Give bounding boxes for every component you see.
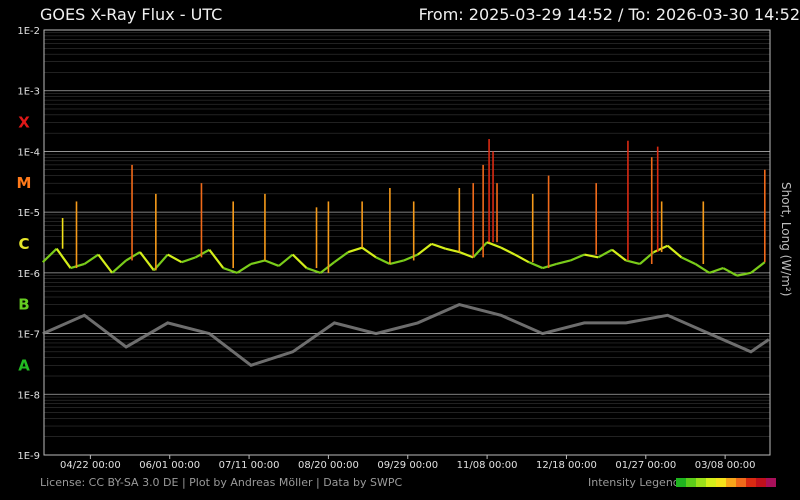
legend-swatch [736,478,746,487]
y-tick-label: 1E-6 [17,269,40,280]
flare-class-labels: A B C M X [17,113,32,374]
series-long-segment [306,267,321,274]
series-long-segment [97,253,114,274]
series-long-segment [278,253,294,267]
series-long-segment [458,251,474,259]
series-long-segment [167,253,183,264]
series-long-segment [333,251,349,264]
series-long-segment [431,242,446,250]
series-long-segment [542,262,557,270]
x-tick-label: 11/08 00:00 [457,460,518,471]
series-long-segment [403,253,419,262]
series-long-segment [722,267,738,277]
legend-swatch [716,478,726,487]
plot-frame [43,29,771,456]
series-long-segment [139,251,155,272]
series-long-segment [70,262,85,270]
class-label-M: M [17,174,32,192]
series-long-segment [111,259,127,274]
axis-ticks: 1E-9 1E-8 1E-7 1E-6 1E-5 1E-4 1E-3 1E-2 04/22 00… [17,26,755,471]
series-long-segment [222,267,238,274]
series-long-segment [181,256,196,264]
series-long-segment [347,246,363,254]
series-long-segment [472,241,488,259]
series-long-segment [445,247,460,254]
series-long-segment [556,259,571,266]
series-long-segment [514,253,530,264]
x-tick-label: 12/18 00:00 [536,460,597,471]
series-long-segment [653,244,669,254]
y-tick-label: 1E-3 [17,87,40,98]
x-tick-label: 04/22 00:00 [60,460,121,471]
series-long-segment [750,261,766,274]
x-tick-label: 01/27 00:00 [615,460,676,471]
y-tick-label: 1E-2 [17,26,40,37]
series-long-segment [736,271,752,277]
y-tick-label: 1E-7 [17,330,40,341]
legend-swatch [686,478,696,487]
legend-swatch [706,478,716,487]
series-long-segment [42,247,58,263]
series-long-segment [375,256,391,265]
series-long-segment [55,248,72,269]
series-short [42,303,770,367]
series-long-segment [528,261,544,270]
class-label-X: X [18,113,30,131]
legend-swatch [746,478,756,487]
series-long-segment [486,241,502,249]
plot-area [42,29,771,456]
series-long-segment [694,263,710,274]
series-long-segment [389,259,405,266]
legend-swatch [726,478,736,487]
series-long-segment [125,251,141,262]
x-tick-label: 03/08 00:00 [695,460,756,471]
legend-swatch [696,478,706,487]
series-long-segment [319,261,336,274]
series-long-segment [194,248,210,259]
series-long-segment [611,248,627,262]
x-tick-label: 07/11 00:00 [219,460,280,471]
series-long-segment [681,256,696,265]
legend-swatch [676,478,686,487]
series-long-segment [83,253,99,265]
class-label-A: A [18,356,30,374]
class-label-C: C [18,235,29,253]
footer-license: License: CC BY-SA 3.0 DE | Plot by Andre… [40,476,402,489]
x-tick-label: 08/20 00:00 [298,460,359,471]
series-long-segment [264,259,280,267]
intensity-legend [676,478,776,487]
y-tick-label: 1E-4 [17,147,40,158]
series-long-segment [625,259,641,266]
series-long-segment [597,248,613,259]
series-long-segment [208,249,225,269]
y-tick-label: 1E-8 [17,390,40,401]
class-label-B: B [18,296,29,314]
series-long-segment [250,259,266,266]
chart-title: GOES X-Ray Flux - UTC [40,5,222,24]
series-long-segment [236,263,252,274]
series-long-segment [666,244,683,259]
series-long-segment [708,267,724,274]
series-long-segment [569,253,585,262]
series-long-segment [291,253,308,269]
intensity-legend-label: Intensity Legend [588,476,680,489]
legend-swatch [756,478,766,487]
y-axis-label: Short, Long (W/m²) [779,182,793,296]
y-tick-label: 1E-9 [17,451,40,462]
y-tick-label: 1E-5 [17,208,40,219]
series-long-segment [584,253,599,259]
legend-swatch [766,478,776,487]
time-range: From: 2025-03-29 14:52 / To: 2026-03-30 … [419,5,800,24]
series-long-segment [500,246,516,256]
x-tick-label: 06/01 00:00 [139,460,200,471]
series-long-segment [417,243,433,256]
x-tick-label: 09/29 00:00 [377,460,438,471]
series-long-segment [361,246,377,259]
